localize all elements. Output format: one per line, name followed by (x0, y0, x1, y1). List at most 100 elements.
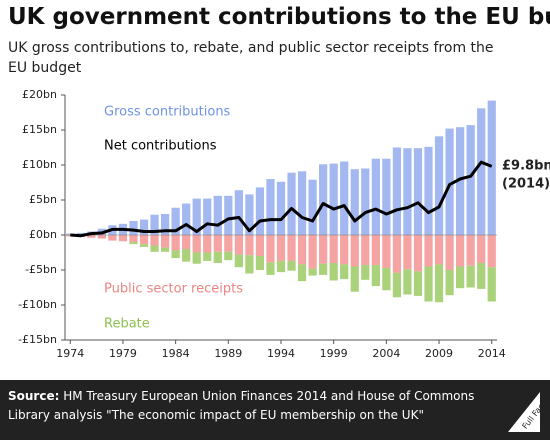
legend-label: Rebate (104, 317, 150, 332)
bar (392, 147, 402, 235)
bar (182, 203, 191, 235)
bar (487, 267, 496, 302)
bar (403, 148, 412, 235)
bar (255, 235, 265, 256)
bar (466, 235, 475, 266)
bar (424, 235, 433, 267)
bar (129, 242, 138, 245)
bar (287, 260, 296, 271)
annotation: £9.8bn (502, 159, 550, 174)
bar (350, 266, 359, 292)
legend-label: Public sector receipts (104, 282, 243, 297)
bar (203, 198, 212, 235)
bar (371, 235, 380, 266)
x-tick-label: 1979 (109, 347, 137, 360)
bar (466, 125, 475, 235)
x-tick-label: 1974 (56, 347, 84, 360)
bar (276, 235, 286, 261)
bar (297, 171, 307, 235)
chart-title: UK government contributions to the EU bu… (8, 4, 550, 30)
bar (266, 262, 275, 275)
annotation: (2014) (502, 177, 550, 192)
bar (213, 195, 222, 235)
bar (434, 235, 444, 265)
bar (434, 136, 444, 235)
bar (266, 235, 275, 263)
bar (213, 235, 222, 252)
bar (371, 265, 380, 287)
bar (424, 266, 433, 302)
bar (139, 244, 149, 247)
bar (361, 235, 370, 266)
bar (139, 219, 149, 235)
bar (129, 235, 138, 242)
footer: Source: HM Treasury European Union Finan… (0, 380, 550, 440)
bar (413, 235, 423, 272)
bar (382, 267, 391, 291)
bar (329, 235, 338, 263)
bar (487, 235, 496, 268)
bar (129, 221, 138, 235)
bar (245, 235, 254, 256)
bar (413, 148, 423, 235)
bar (245, 255, 254, 274)
bar (340, 264, 349, 280)
bar (361, 168, 370, 235)
bar (182, 235, 191, 249)
bar (171, 207, 180, 235)
bar (192, 235, 201, 253)
y-tick-label: -£5bn (25, 263, 57, 276)
bar (118, 235, 128, 242)
x-tick-label: 2004 (372, 347, 400, 360)
bar (308, 179, 317, 235)
logo-shape (508, 392, 540, 432)
chart: £20bn £15bn £10bn £5bn £0bn -£5bn -£10bn -£15bn… (18, 88, 550, 360)
bar (234, 235, 243, 255)
bar (319, 263, 328, 275)
bar (150, 214, 159, 235)
bar (456, 235, 465, 267)
bar (340, 161, 349, 235)
bar (192, 198, 201, 235)
bar (445, 128, 454, 235)
bar (424, 146, 433, 235)
bar (350, 169, 359, 235)
bar (160, 235, 170, 248)
bar (171, 235, 180, 251)
bar (192, 252, 201, 264)
x-tick-label: 1984 (162, 347, 190, 360)
legend-label: Gross contributions (104, 105, 231, 120)
y-tick-label: £20bn (22, 88, 57, 101)
bar (477, 235, 486, 263)
chart-subtitle: UK gross contributions to, rebate, and p… (8, 40, 494, 76)
bar (477, 108, 486, 235)
bar (203, 235, 212, 253)
bar (350, 235, 359, 267)
bar (445, 235, 454, 270)
x-tick-label: 2014 (478, 347, 506, 360)
bar (308, 235, 317, 269)
y-tick-label: -£15bn (18, 333, 57, 346)
bar (224, 251, 233, 261)
y-tick-label: £0bn (29, 228, 57, 241)
bar (287, 172, 296, 235)
y-tick-label: £5bn (29, 193, 57, 206)
bar (297, 235, 307, 265)
bar (329, 263, 338, 281)
bar (150, 245, 159, 252)
bar (255, 187, 265, 235)
bar (308, 268, 317, 276)
bar (150, 235, 159, 246)
bar (87, 235, 96, 238)
bar (203, 252, 212, 261)
bar (276, 181, 286, 235)
x-tick-label: 2009 (425, 347, 453, 360)
bar (245, 194, 254, 235)
bar (392, 272, 402, 298)
bar (224, 235, 233, 252)
bar (477, 263, 486, 289)
bar (182, 249, 191, 262)
source-label: Source: (8, 389, 60, 403)
bar (319, 235, 328, 264)
